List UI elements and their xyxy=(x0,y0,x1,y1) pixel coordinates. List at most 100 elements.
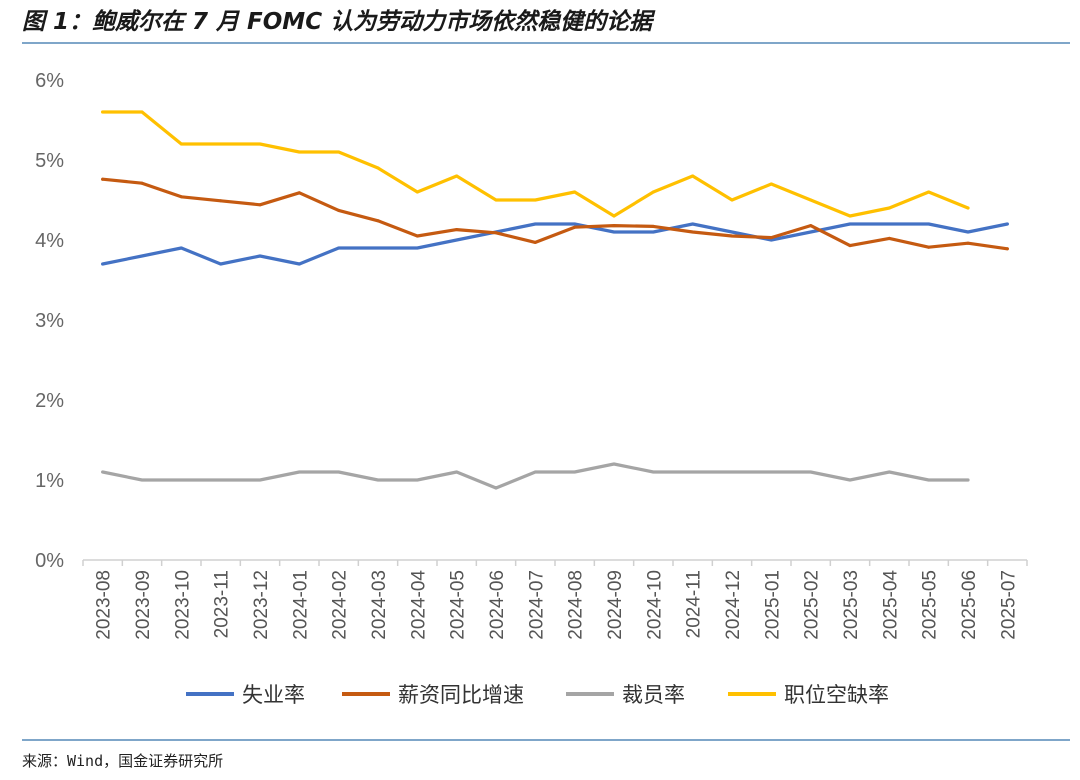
data-point xyxy=(1005,247,1009,251)
data-point xyxy=(769,238,773,242)
data-point xyxy=(533,470,537,474)
x-tick-label: 2024-02 xyxy=(330,570,351,640)
data-point xyxy=(887,206,891,210)
data-point xyxy=(887,236,891,240)
y-tick-label: 5% xyxy=(35,150,64,172)
series-2 xyxy=(101,462,970,490)
data-point xyxy=(455,228,459,232)
data-point xyxy=(809,470,813,474)
legend-item: 薪资同比增速 xyxy=(342,683,524,707)
data-point xyxy=(887,470,891,474)
data-point xyxy=(297,262,301,266)
y-tick-label: 1% xyxy=(35,470,64,492)
data-point xyxy=(927,222,931,226)
series-layer xyxy=(101,110,1009,490)
x-tick-label: 2025-07 xyxy=(998,570,1019,640)
x-tick-label: 2023-11 xyxy=(212,570,233,638)
data-point xyxy=(848,478,852,482)
title-divider xyxy=(22,42,1070,44)
data-point xyxy=(809,230,813,234)
series-3 xyxy=(101,110,970,218)
data-point xyxy=(179,195,183,199)
data-point xyxy=(297,470,301,474)
data-point xyxy=(730,230,734,234)
source-note: 来源：Wind，国金证券研究所 xyxy=(22,752,224,770)
data-point xyxy=(140,254,144,258)
x-tick-label: 2024-01 xyxy=(290,570,311,640)
data-point xyxy=(691,222,695,226)
data-point xyxy=(651,470,655,474)
data-point xyxy=(691,174,695,178)
data-point xyxy=(573,470,577,474)
data-point xyxy=(297,150,301,154)
data-point xyxy=(455,470,459,474)
data-point xyxy=(258,203,262,207)
data-point xyxy=(376,219,380,223)
data-point xyxy=(140,478,144,482)
series-line xyxy=(101,177,1009,251)
series-line xyxy=(101,462,970,490)
data-point xyxy=(415,246,419,250)
data-point xyxy=(140,181,144,185)
legend-item: 裁员率 xyxy=(566,683,685,707)
series-1 xyxy=(101,177,1009,251)
data-point xyxy=(730,234,734,238)
y-tick-label: 2% xyxy=(35,390,64,412)
x-tick-label: 2024-05 xyxy=(448,570,469,640)
x-tick-label: 2024-07 xyxy=(526,570,547,640)
data-point xyxy=(769,470,773,474)
data-point xyxy=(101,470,105,474)
data-point xyxy=(809,224,813,228)
data-point xyxy=(809,198,813,202)
x-tick-label: 2024-06 xyxy=(487,570,508,640)
data-point xyxy=(376,166,380,170)
data-point xyxy=(101,177,105,181)
data-point xyxy=(337,150,341,154)
data-point xyxy=(887,222,891,226)
series-0 xyxy=(101,222,1009,266)
y-axis: 0% 1% 2% 3% 4% 5% 6% xyxy=(35,70,64,572)
data-point xyxy=(966,478,970,482)
data-point xyxy=(848,214,852,218)
data-point xyxy=(494,231,498,235)
x-tick-label: 2024-10 xyxy=(644,570,665,640)
x-tick-label: 2025-04 xyxy=(880,570,901,640)
series-line xyxy=(101,222,1009,266)
legend-label: 裁员率 xyxy=(622,683,685,707)
y-tick-label: 4% xyxy=(35,230,64,252)
legend-item: 失业率 xyxy=(186,683,305,707)
x-tick-label: 2025-01 xyxy=(762,570,783,640)
x-tick-label: 2024-09 xyxy=(605,570,626,640)
data-point xyxy=(573,225,577,229)
data-point xyxy=(455,238,459,242)
data-point xyxy=(337,470,341,474)
data-point xyxy=(219,199,223,203)
data-point xyxy=(730,470,734,474)
data-point xyxy=(769,236,773,240)
legend-label: 失业率 xyxy=(242,683,305,707)
data-point xyxy=(966,241,970,245)
data-point xyxy=(612,214,616,218)
figure-title: 图 1：鲍威尔在 7 月 FOMC 认为劳动力市场依然稳健的论据 xyxy=(22,9,653,35)
x-tick-label: 2024-12 xyxy=(723,570,744,640)
data-point xyxy=(219,478,223,482)
data-point xyxy=(533,240,537,244)
data-point xyxy=(573,222,577,226)
x-tick-label: 2024-03 xyxy=(369,570,390,640)
data-point xyxy=(101,262,105,266)
data-point xyxy=(848,222,852,226)
data-point xyxy=(140,110,144,114)
x-tick-label: 2023-10 xyxy=(172,570,193,640)
y-tick-label: 3% xyxy=(35,310,64,332)
data-point xyxy=(376,246,380,250)
data-point xyxy=(612,462,616,466)
data-point xyxy=(927,478,931,482)
data-point xyxy=(494,486,498,490)
x-axis: 2023-08 2023-09 2023-10 2023-11 2023-12 2024-… xyxy=(82,559,1028,640)
data-point xyxy=(179,478,183,482)
data-point xyxy=(966,206,970,210)
data-point xyxy=(179,246,183,250)
data-point xyxy=(258,478,262,482)
data-point xyxy=(219,142,223,146)
data-point xyxy=(337,246,341,250)
